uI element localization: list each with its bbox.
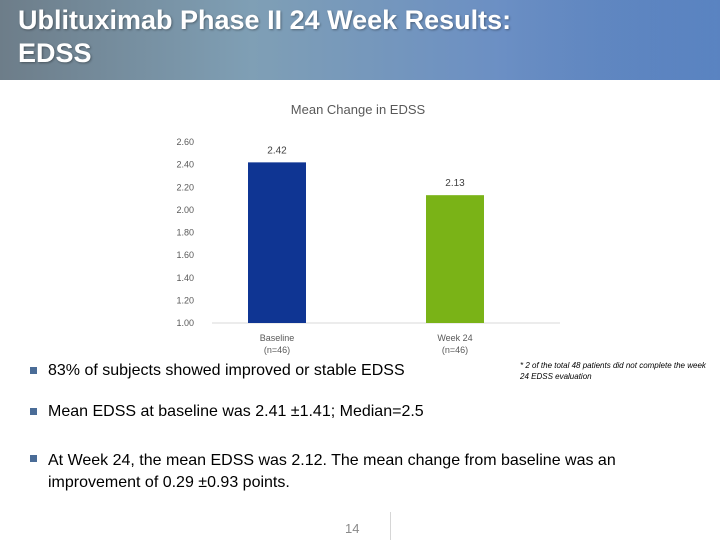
y-tick-label: 2.20 xyxy=(176,182,194,192)
y-tick-label: 2.60 xyxy=(176,137,194,147)
page-number: 14 xyxy=(345,521,360,536)
bullet-text: Mean EDSS at baseline was 2.41 ±1.41; Me… xyxy=(48,403,424,420)
chart-title: Mean Change in EDSS xyxy=(291,102,426,117)
x-category-sublabel: (n=46) xyxy=(442,345,468,355)
bar-chart: Mean Change in EDSS 1.00 1.20 1.40 1.60 1.80… xyxy=(176,102,560,355)
y-tick-label: 2.00 xyxy=(176,205,194,215)
bullet-1: 83% of subjects showed improved or stabl… xyxy=(30,362,405,380)
bullet-text: 83% of subjects showed improved or stabl… xyxy=(48,362,405,379)
y-tick-label: 1.20 xyxy=(176,295,194,305)
data-label: 2.42 xyxy=(267,145,287,156)
bullet-2: Mean EDSS at baseline was 2.41 ±1.41; Me… xyxy=(30,403,424,421)
bullet-marker xyxy=(30,408,37,415)
title-bar xyxy=(0,0,720,80)
x-category-label: Baseline xyxy=(260,333,295,343)
bullet-text: At Week 24, the mean EDSS was 2.12. The … xyxy=(48,452,616,491)
y-tick-label: 1.00 xyxy=(176,318,194,328)
footer-divider xyxy=(390,512,391,540)
bullet-marker xyxy=(30,367,37,374)
x-category-label: Week 24 xyxy=(437,333,472,343)
bullet-marker xyxy=(30,455,37,462)
bullet-3: At Week 24, the mean EDSS was 2.12. The … xyxy=(30,450,670,494)
bar-baseline xyxy=(248,162,306,323)
slide-title: Ublituximab Phase II 24 Week Results: ED… xyxy=(18,5,512,68)
y-tick-label: 1.40 xyxy=(176,273,194,283)
x-category-sublabel: (n=46) xyxy=(264,345,290,355)
y-tick-label: 2.40 xyxy=(176,160,194,170)
footnote: * 2 of the total 48 patients did not com… xyxy=(520,361,706,381)
data-label: 2.13 xyxy=(445,178,465,189)
bar-week-24 xyxy=(426,195,484,323)
y-tick-label: 1.80 xyxy=(176,228,194,238)
y-tick-label: 1.60 xyxy=(176,250,194,260)
